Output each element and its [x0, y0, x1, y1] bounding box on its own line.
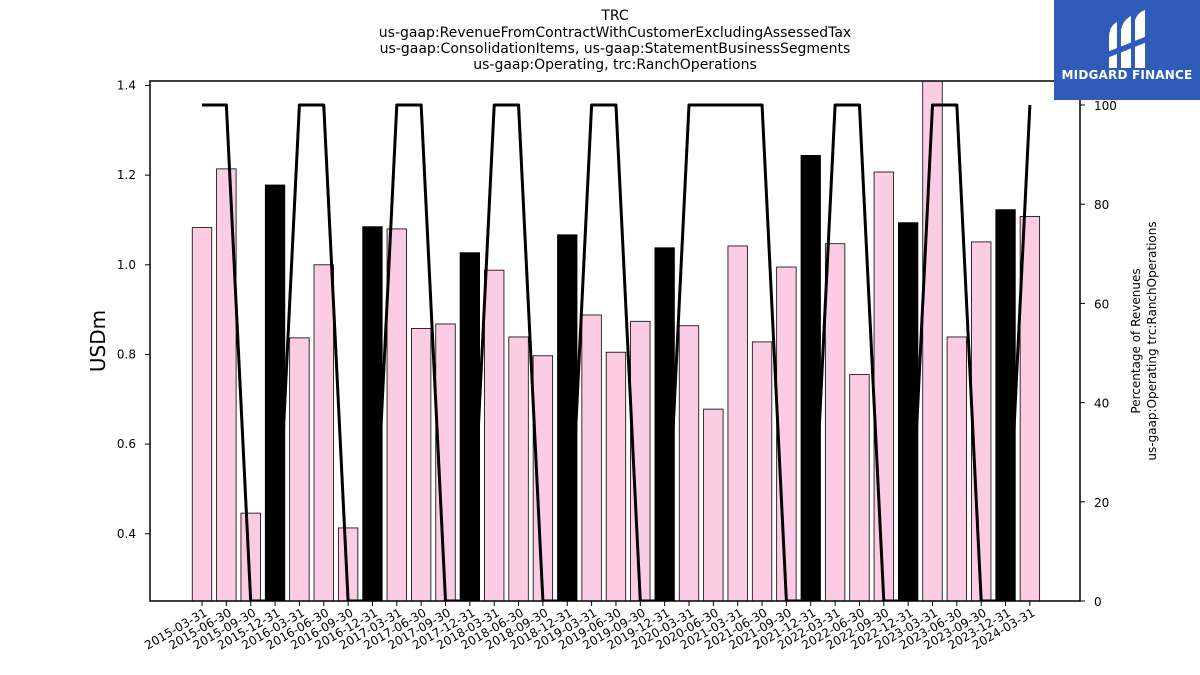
y2-tick-label: 100: [1094, 99, 1117, 113]
y-tick-label: 1.2: [117, 168, 136, 182]
bar: [800, 155, 821, 602]
bar: [898, 222, 919, 602]
bar: [654, 247, 675, 602]
bar: [508, 336, 529, 602]
bar: [484, 269, 505, 602]
y-tick-label: 1.0: [117, 258, 136, 272]
title-line: us-gaap:RevenueFromContractWithCustomerE…: [379, 25, 851, 41]
y2-tick-label: 0: [1094, 595, 1102, 609]
bar: [703, 408, 724, 602]
logo-mark-icon: [1107, 10, 1147, 68]
bar: [995, 209, 1016, 602]
midgard-finance-logo: MIDGARD FINANCE: [1054, 0, 1200, 100]
percentage-line-series: [202, 103, 1032, 601]
bar: [191, 227, 213, 602]
plot-frame: [149, 80, 1081, 602]
y2-axis: 0 20 40 60 80 100: [1080, 99, 1117, 609]
chart-title: TRC us-gaap:RevenueFromContractWithCusto…: [379, 8, 851, 73]
bar: [313, 264, 334, 602]
y2-tick-label: 20: [1094, 496, 1109, 510]
bar: [678, 325, 700, 602]
y-tick-label: 0.6: [117, 437, 136, 451]
y2-tick-label: 60: [1094, 297, 1109, 311]
x-axis: 2015-03-312015-06-302015-09-302015-12-31…: [142, 601, 1037, 652]
percentage-line: [202, 103, 1032, 601]
bar: [922, 80, 943, 602]
bar: [459, 252, 481, 602]
bar: [946, 336, 967, 602]
title-line: TRC: [600, 8, 629, 24]
bar: [824, 243, 846, 602]
bar: [605, 351, 627, 602]
bar: [849, 374, 870, 602]
y-axis-label: USDm: [86, 310, 110, 372]
y2-axis-label-line: us-gaap:Operating trc:RanchOperations: [1145, 221, 1159, 460]
bar: [873, 171, 894, 602]
y-tick-label: 0.8: [117, 347, 136, 361]
y-tick-label: 0.4: [117, 527, 136, 541]
y2-tick-label: 40: [1094, 397, 1109, 411]
bar: [557, 234, 578, 602]
bar: [410, 328, 432, 602]
bar: [264, 184, 286, 602]
title-line: us-gaap:ConsolidationItems, us-gaap:Stat…: [380, 41, 851, 57]
bar: [727, 245, 748, 602]
bar: [751, 341, 773, 602]
bar: [289, 337, 310, 602]
bar: [362, 226, 383, 602]
bar-series: [191, 80, 1041, 602]
y-axis: 0.4 0.6 0.8 1.0 1.2 1.4: [117, 78, 150, 541]
y-tick-label: 1.4: [117, 78, 136, 92]
y2-axis-label-line: Percentage of Revenues: [1129, 268, 1143, 413]
bar: [971, 241, 992, 602]
logo-text: MIDGARD FINANCE: [1061, 68, 1193, 82]
title-line: us-gaap:Operating, trc:RanchOperations: [473, 57, 757, 73]
y2-tick-label: 80: [1094, 198, 1109, 212]
bar: [386, 228, 407, 602]
bar: [581, 314, 602, 602]
